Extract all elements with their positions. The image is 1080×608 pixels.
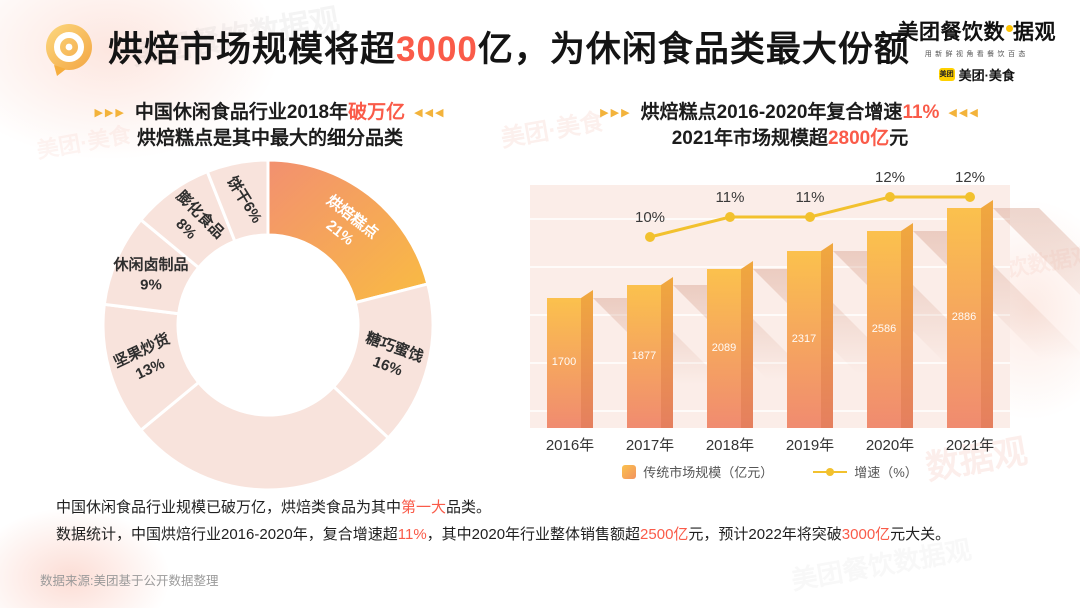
x-axis-labels: 2016年 2017年 2018年 2019年 2020年 2021年 (530, 434, 1010, 456)
gridline (530, 410, 1010, 412)
gridline (530, 314, 1010, 316)
title-text: 烘焙市场规模将超 (108, 30, 397, 69)
growth-percent-label: 11% (795, 189, 825, 206)
bar-value-label: 2886 (951, 311, 977, 323)
bar-side-face (741, 261, 753, 428)
growth-line (645, 192, 975, 242)
legend-item-bars: 传统市场规模（亿元） (622, 462, 773, 481)
bar-value-label: 2586 (871, 322, 897, 335)
bar: 2586 (867, 223, 1080, 428)
legend-label: 传统市场规模（亿元） (643, 465, 774, 480)
growth-percent-label: 10% (634, 209, 666, 226)
gridline (530, 362, 1010, 364)
line-point (885, 192, 895, 202)
bar-side-face (661, 277, 673, 428)
target-bubble-icon (40, 20, 98, 80)
brand-tagline: 用新鲜视角看餐饮百态 (924, 51, 1029, 58)
footnote: 中国休闲食品行业规模已破万亿，烘焙类食品为其中第一大品类。 数据统计，中国烘焙行… (56, 494, 1056, 548)
bar: 2886 (947, 200, 1080, 428)
title-highlight: 3000 (396, 30, 478, 69)
pie-slice (205, 158, 270, 244)
bar-side-face (981, 200, 993, 428)
triple-arrow-left-icon: ◀◀◀ (948, 107, 980, 119)
year-label: 2018年 (705, 437, 755, 454)
bar-side-face (821, 243, 833, 428)
bar-front-face (547, 298, 581, 428)
line-swatch-icon (813, 467, 848, 477)
bar-chart-plot: 1700 1877 2089 2317 2586 2886 10% 11% 11% 12% 12% (530, 169, 1080, 428)
gridline (530, 266, 1010, 268)
line-point (805, 212, 815, 222)
brand-dot-icon (1006, 24, 1013, 32)
legend-label: 增速（%） (854, 465, 918, 480)
right-chart-heading: ▶▶▶ 烘焙糕点2016-2020年复合增速11% ◀◀◀ 2021年市场规模超28… (600, 102, 980, 149)
bar-front-face (707, 269, 741, 428)
header: 烘焙市场规模将超3000亿，为休闲食品类最大份额 (40, 20, 910, 80)
legend-item-line: 增速（%） (813, 462, 918, 481)
bar: 2317 (787, 243, 1007, 428)
bar-front-face (947, 208, 981, 428)
bar-value-label: 1700 (551, 356, 577, 368)
year-label: 2017年 (625, 437, 675, 454)
year-label: 2020年 (865, 437, 915, 454)
sub-brand-text: 美团·美食 (958, 68, 1015, 83)
footnote-line-1: 中国休闲食品行业规模已破万亿，烘焙类食品为其中第一大品类。 (56, 499, 492, 516)
pie-slice (138, 380, 391, 492)
bar-side-face (901, 223, 913, 428)
bar: 1877 (627, 277, 822, 428)
growth-percent-label: 12% (954, 169, 986, 186)
bar-value-label: 2317 (791, 332, 817, 345)
bar-side-face (581, 290, 593, 428)
growth-percent-label: 12% (874, 169, 906, 186)
line-point (965, 192, 975, 202)
gridline (530, 218, 1010, 220)
pie-slice-label: 休闲卤制品 9% (113, 256, 189, 294)
brand-subline: 美团 美团·美食 (898, 65, 1057, 84)
triple-arrow-right-icon: ▶▶▶ (600, 107, 632, 119)
data-source: 数据来源:美团基于公开数据整理 (40, 574, 219, 588)
line-point (725, 212, 735, 222)
meituan-badge-icon: 美团 (938, 68, 955, 81)
bar: 1700 (547, 290, 733, 428)
year-label: 2016年 (545, 437, 595, 454)
chart-legend: 传统市场规模（亿元） 增速（%） (530, 462, 1010, 481)
bar-front-face (787, 251, 821, 428)
footnote-line-2: 数据统计，中国烘焙行业2016-2020年，复合增速超11%，其中2020年行业… (56, 526, 951, 543)
left-chart-heading: ▶▶▶ 中国休闲食品行业2018年破万亿 ◀◀◀ 烘焙糕点是其中最大的细分品类 (94, 102, 446, 149)
bar: 2089 (707, 261, 914, 428)
line-point (645, 232, 655, 242)
triple-arrow-left-icon: ◀◀◀ (414, 107, 446, 119)
bar-front-face (867, 231, 901, 428)
title-text: 亿，为休闲食品类最大份额 (477, 30, 910, 69)
year-label: 2021年 (945, 437, 995, 454)
growth-percent-label: 11% (715, 189, 745, 206)
bar-value-label: 2089 (711, 341, 737, 354)
bar-swatch-icon (622, 464, 637, 479)
triple-arrow-right-icon: ▶▶▶ (94, 107, 126, 119)
year-label: 2019年 (785, 437, 835, 454)
brand-logo: 美团餐饮数 据观 用新鲜视角看餐饮百态 美团 美团·美食 (898, 16, 1057, 84)
bar-value-label: 1877 (631, 349, 657, 362)
page-title: 烘焙市场规模将超3000亿，为休闲食品类最大份额 (108, 20, 910, 80)
brand-name: 美团餐饮数 据观 (897, 21, 1056, 44)
bar-front-face (627, 285, 661, 428)
donut-chart: 烘焙糕点 21% 糖巧蜜饯 16% 坚果炒货 13% 休闲卤制品 9% 膨化食品 8% 饼干6% (98, 155, 438, 495)
pie-slice (266, 158, 430, 305)
